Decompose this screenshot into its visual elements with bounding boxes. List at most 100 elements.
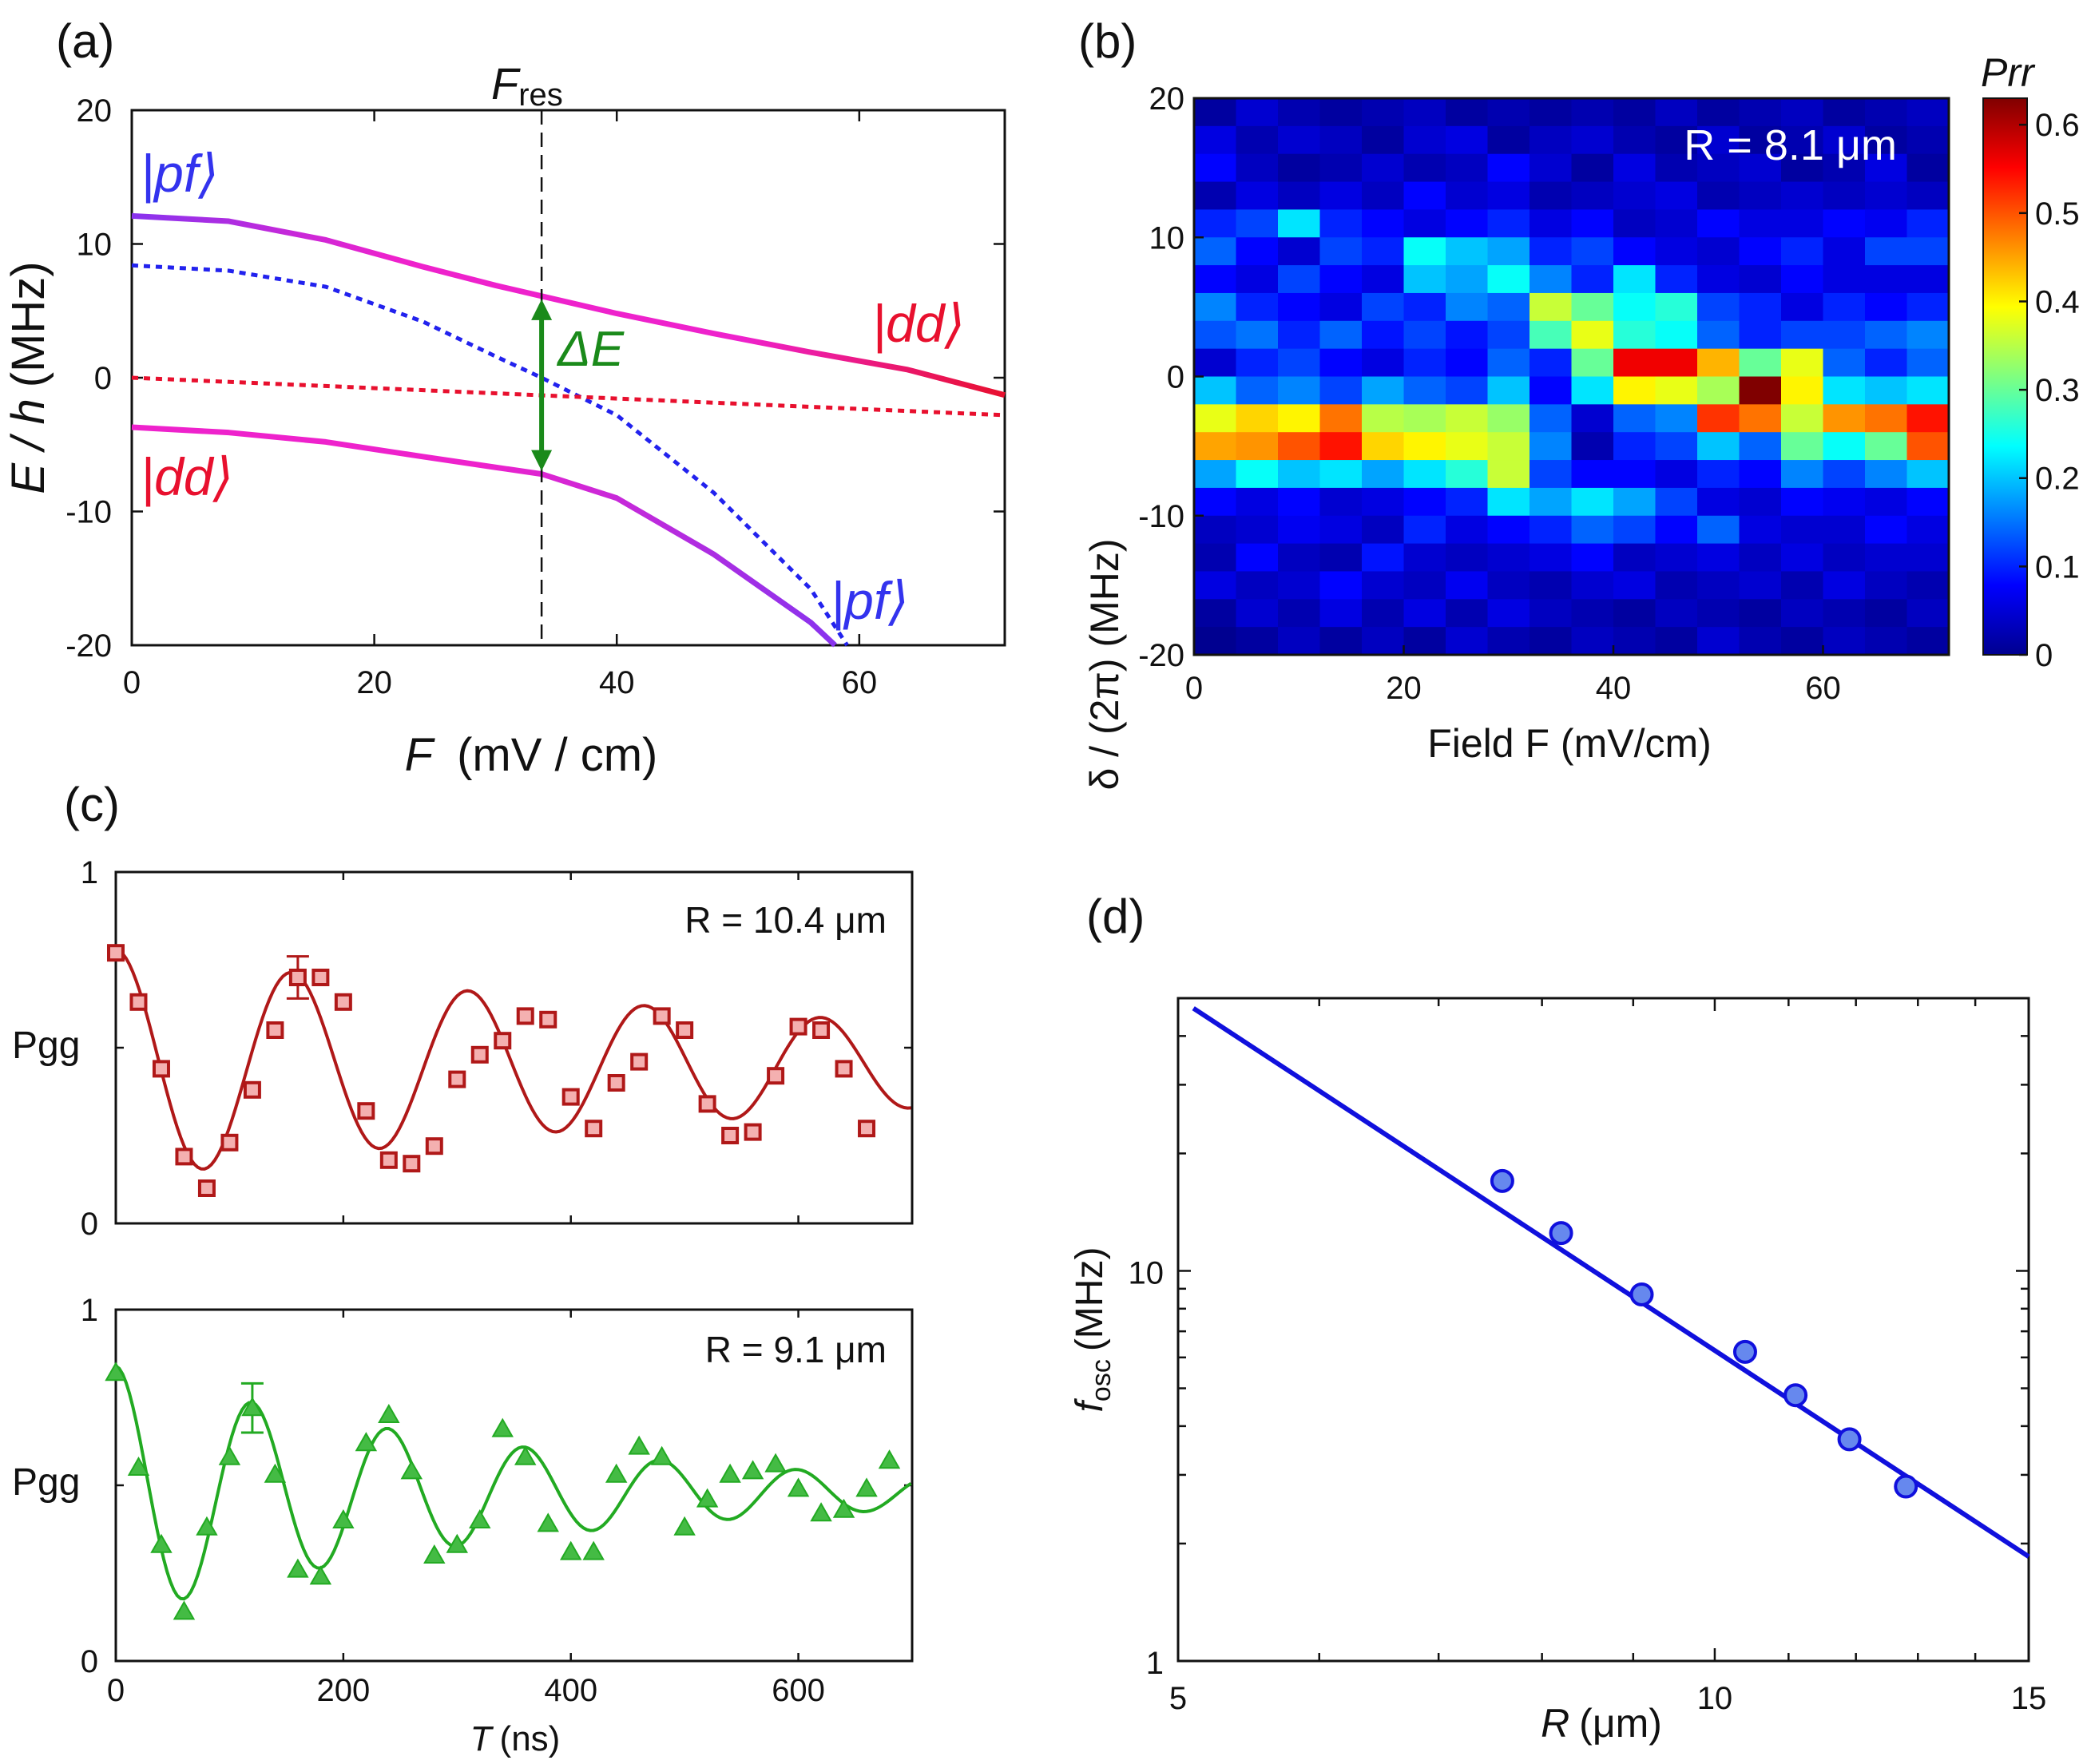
svg-text:T(ns): T (ns) <box>470 1719 561 1758</box>
heatmap-cell <box>1278 571 1321 600</box>
heatmap-cell <box>1906 98 1950 127</box>
heatmap-cell <box>1823 125 1866 155</box>
fit-line <box>1192 1006 2030 1559</box>
heatmap-cell <box>1865 209 1908 238</box>
heatmap-cell <box>1571 404 1614 433</box>
heatmap-cell <box>1446 487 1489 517</box>
heatmap-cell <box>1697 320 1740 350</box>
y-tick-label-a: 10 <box>77 228 113 263</box>
heatmap-cell <box>1697 432 1740 461</box>
data-point-square <box>379 1151 398 1169</box>
x-tick-label-d: 10 <box>1697 1681 1733 1716</box>
heatmap-cell <box>1194 432 1237 461</box>
data-point-square <box>448 1070 466 1088</box>
heatmap-cell <box>1781 487 1824 517</box>
data-point-square <box>630 1052 649 1071</box>
svg-text:E / h(MHz): E / h (MHz) <box>2 261 54 494</box>
data-point-square <box>516 1007 534 1025</box>
data-point-triangle <box>150 1533 173 1553</box>
data-point-square <box>858 1120 876 1138</box>
x-tick-label-a: 60 <box>842 665 878 700</box>
heatmap-cell <box>1446 153 1489 183</box>
data-point-triangle <box>423 1544 446 1564</box>
heatmap-cell <box>1865 348 1908 378</box>
heatmap-cell <box>1319 320 1363 350</box>
data-point-circle <box>1490 1168 1514 1193</box>
heatmap-cell <box>1613 515 1657 545</box>
heatmap-cell <box>1236 292 1279 322</box>
data-point-triangle <box>582 1540 605 1560</box>
heatmap-cell <box>1571 487 1614 517</box>
heatmap-cell <box>1697 543 1740 573</box>
fit-curve <box>115 947 911 1171</box>
heatmap-cell <box>1655 376 1698 405</box>
heatmap-cell <box>1487 181 1530 210</box>
heatmap-cell <box>1697 98 1740 127</box>
data-point-triangle <box>264 1463 287 1483</box>
heatmap-cell <box>1906 599 1950 628</box>
heatmap-cell <box>1446 237 1489 266</box>
heatmap-cell <box>1278 487 1321 517</box>
data-point-square <box>243 1080 261 1099</box>
data-point-square <box>357 1102 375 1120</box>
data-point-square <box>676 1021 694 1039</box>
heatmap-cell <box>1194 209 1237 238</box>
heatmap-cell <box>1906 487 1950 517</box>
colorbar-tick-label: 0 <box>2035 638 2053 673</box>
heatmap-cell <box>1487 460 1530 489</box>
heatmap-cell <box>1530 487 1573 517</box>
data-point-square <box>835 1060 853 1078</box>
heatmap-cell <box>1362 487 1405 517</box>
heatmap-cell <box>1278 292 1321 322</box>
x-tick-label-c: 200 <box>316 1673 370 1708</box>
heatmap-cell <box>1446 292 1489 322</box>
y-label-d-sub: osc <box>1086 1359 1117 1401</box>
heatmap-cell <box>1278 404 1321 433</box>
heatmap-cell <box>1571 125 1614 155</box>
heatmap-cell <box>1278 237 1321 266</box>
heatmap-cell <box>1906 209 1950 238</box>
data-point-triangle <box>878 1449 901 1469</box>
colorbar-tick-label: 0.1 <box>2035 549 2080 585</box>
heatmap-cell <box>1865 265 1908 294</box>
y-tick-label-d: 1 <box>1146 1646 1164 1681</box>
data-point-square <box>812 1021 831 1039</box>
heatmap-cell <box>1236 181 1279 210</box>
heatmap-cell <box>1655 153 1698 183</box>
heatmap-cell <box>1403 98 1446 127</box>
data-point-triangle <box>719 1463 741 1483</box>
heatmap-cell <box>1362 125 1405 155</box>
y-label-c1: Pgg <box>12 1025 80 1067</box>
heatmap-cell <box>1655 599 1698 628</box>
heatmap-cell <box>1781 181 1824 210</box>
data-point-triangle <box>446 1533 469 1553</box>
heatmap-cell <box>1739 209 1782 238</box>
data-point-triangle <box>218 1445 241 1465</box>
heatmap-cell <box>1781 209 1824 238</box>
heatmap-cell <box>1739 627 1782 656</box>
heatmap-cell <box>1655 432 1698 461</box>
x-tick-label-c: 0 <box>107 1673 125 1708</box>
data-point-triangle <box>309 1565 332 1585</box>
heatmap-cell <box>1362 432 1405 461</box>
heatmap-cell <box>1655 571 1698 600</box>
heatmap-cell <box>1739 320 1782 350</box>
heatmap-cell <box>1236 153 1279 183</box>
heatmap-cell <box>1236 348 1279 378</box>
heatmap-cell <box>1865 181 1908 210</box>
heatmap-cell <box>1571 460 1614 489</box>
heatmap-cell <box>1697 487 1740 517</box>
heatmap-cell <box>1278 432 1321 461</box>
heatmap-cell <box>1865 404 1908 433</box>
heatmap-cell <box>1487 599 1530 628</box>
y-tick-label-a: 0 <box>94 361 112 396</box>
colorbar-tick-label: 0.2 <box>2035 462 2080 497</box>
heatmap-cell <box>1530 153 1573 183</box>
panel-label-c: (c) <box>64 778 120 831</box>
heatmap-cell <box>1236 404 1279 433</box>
data-point-triangle <box>673 1516 696 1536</box>
heatmap-cell <box>1278 181 1321 210</box>
heatmap-cell <box>1906 376 1950 405</box>
data-point-triangle <box>855 1477 878 1497</box>
data-point-triangle <box>105 1362 127 1381</box>
